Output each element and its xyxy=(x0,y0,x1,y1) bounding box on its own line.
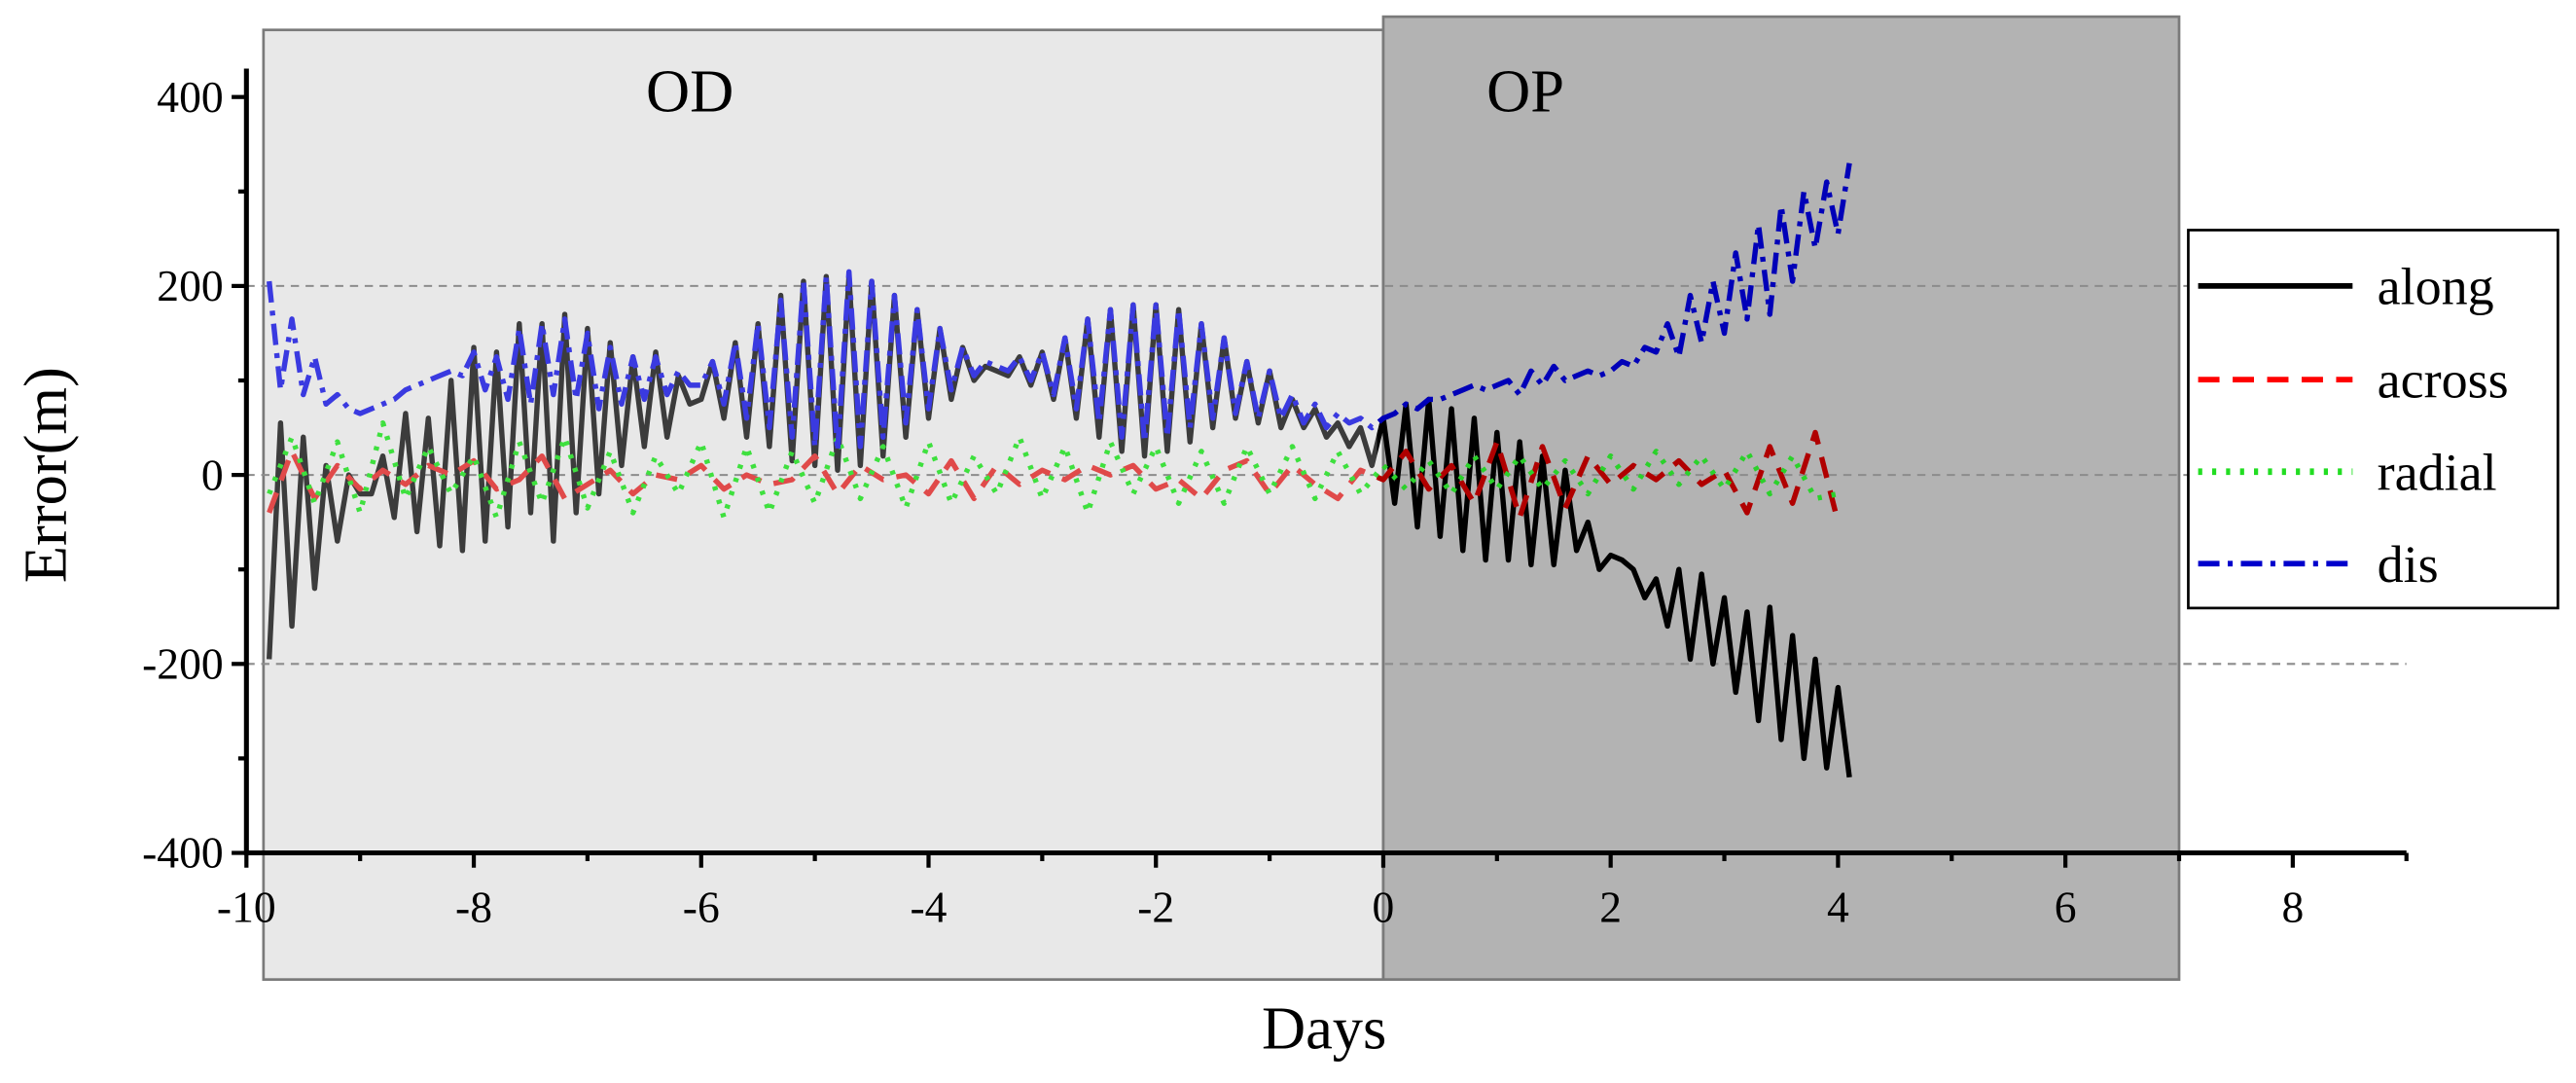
y-axis-title: Error(m) xyxy=(12,367,80,583)
x-tick-label: -6 xyxy=(683,882,720,931)
tick-labels: -10 -8 -6 -4 -2 0 2 4 6 8 400 200 0 -200 -400 xyxy=(142,72,2304,932)
region-labels: OD OP xyxy=(646,56,1564,125)
series-along-line-op xyxy=(1377,396,1852,778)
y-tick-label: 0 xyxy=(201,450,224,499)
legend-label-along: along xyxy=(2378,257,2494,315)
x-tick-label: -8 xyxy=(455,882,492,931)
y-tick-label: -200 xyxy=(142,639,224,689)
x-tick-label: 2 xyxy=(1599,882,1622,931)
region-od xyxy=(262,28,1385,981)
series-od-phase xyxy=(266,269,1377,660)
tick-marks xyxy=(232,94,2409,868)
x-tick-label: 6 xyxy=(2055,882,2077,931)
x-tick-label: -10 xyxy=(217,882,276,931)
x-tick-label: -2 xyxy=(1137,882,1174,931)
x-axis-title: Days xyxy=(1262,993,1386,1062)
legend-label-across: across xyxy=(2378,351,2509,410)
series-along-line-od xyxy=(266,273,1377,660)
y-tick-label: -400 xyxy=(142,828,224,878)
phase-regions xyxy=(262,15,2181,981)
x-tick-label: 8 xyxy=(2281,882,2304,931)
legend-label-radial: radial xyxy=(2378,443,2497,501)
region-label-op: OP xyxy=(1486,56,1564,125)
legend-label-dis: dis xyxy=(2378,535,2439,594)
series-op-phase xyxy=(1377,162,1852,778)
x-tick-label: 4 xyxy=(1827,882,1849,931)
y-tick-label: 200 xyxy=(157,261,223,310)
x-tick-label: 0 xyxy=(1373,882,1395,931)
legend-box xyxy=(2187,229,2559,610)
legend: along across radial dis xyxy=(2187,229,2559,610)
region-label-od: OD xyxy=(646,56,733,125)
x-tick-label: -4 xyxy=(911,882,948,931)
y-tick-label: 400 xyxy=(157,72,223,122)
axes xyxy=(243,68,2407,856)
series-dis-line-op xyxy=(1377,162,1852,427)
